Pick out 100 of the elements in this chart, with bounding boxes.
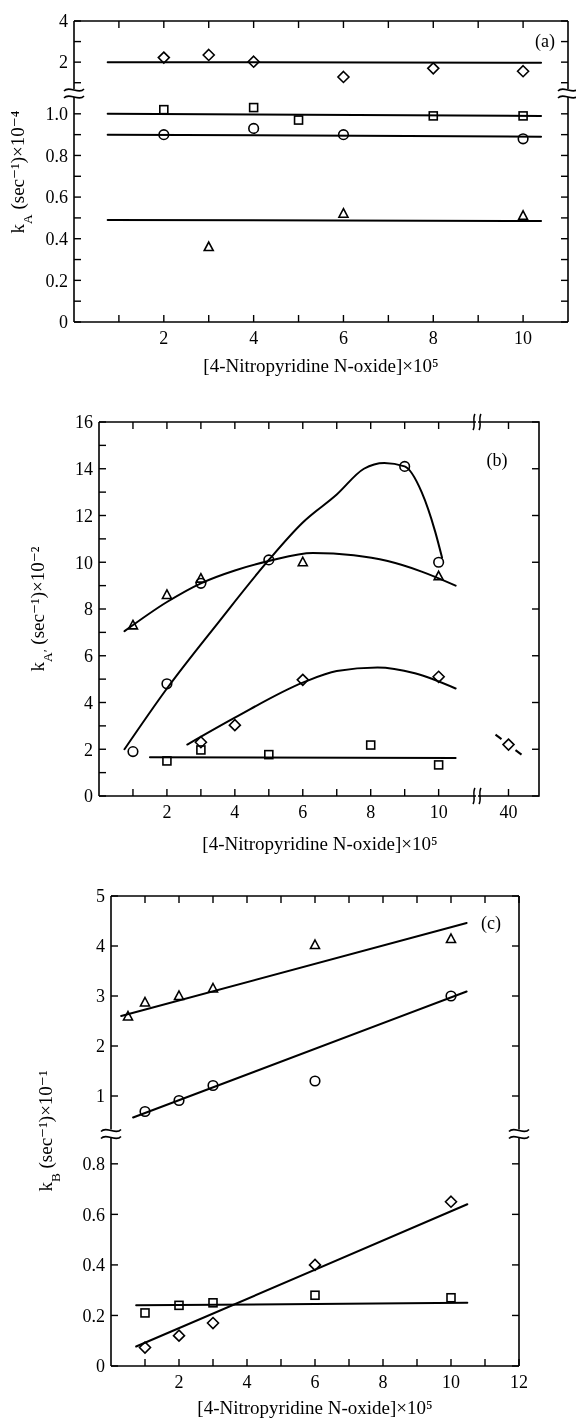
point [127,745,139,758]
point [248,102,259,113]
point [194,735,208,749]
point [399,460,411,473]
point [428,111,439,121]
x-axis-title: [4-Nitropyridine N-oxide]×10⁵ [202,833,438,854]
point [432,670,445,684]
line-series [186,666,457,746]
point [174,1300,184,1311]
y-tick-label: 0.2 [45,270,68,291]
x-tick-label: 4 [242,1372,252,1392]
point [161,589,173,600]
y-tick-label: 2 [59,52,68,73]
x-axis-title: [4-Nitropyridine N-oxide]×10⁵ [197,1397,433,1418]
y-tick-label: 1 [96,1086,105,1107]
y-tick-label: 4 [96,936,105,957]
point [173,1094,185,1107]
point [127,619,139,630]
x-tick-label: 6 [298,802,308,822]
x-tick-label: 4 [230,802,240,822]
point [172,1329,186,1342]
point [173,990,185,1001]
x-tick-label: 8 [428,328,438,348]
y-tick-label: 12 [75,505,93,526]
y-tick-label: 2 [96,1036,105,1057]
y-tick-label: 14 [75,459,93,480]
y-tick-label: 5 [96,886,105,907]
y-tick-label: 0.6 [82,1204,105,1225]
point [297,556,309,567]
y-tick-label: 8 [84,599,93,620]
x-tick-label: 10 [442,1372,460,1392]
point [309,1075,321,1087]
annotation: (c) [481,913,501,934]
point [138,1341,152,1354]
point [445,933,457,944]
point [196,745,206,755]
point [248,122,260,134]
x-tick-label: 10 [514,328,533,348]
annotation: (b) [486,450,508,471]
point [433,760,444,770]
point [517,210,529,221]
point [203,241,215,252]
y-tick-label: 0.2 [82,1305,105,1326]
point [195,572,207,583]
x-tick-label: 2 [159,328,169,348]
point [158,129,170,141]
y-tick-label: 10 [75,552,93,573]
point [157,51,171,64]
annotation: (a) [535,31,555,52]
x-tick-label: 8 [366,802,376,822]
y-tick-label: 0 [96,1356,105,1377]
y-tick-label: 4 [59,11,68,32]
y-tick-label: 3 [96,986,105,1007]
point [206,1316,220,1330]
y-tick-label: 0.8 [45,145,68,166]
point [161,678,173,690]
y-tick-label: 0.6 [45,187,68,208]
point [140,1308,150,1318]
point [139,996,151,1007]
point [207,1079,219,1092]
point [208,1298,218,1308]
point [263,554,275,566]
x-tick-label: 40 [499,802,518,822]
point [139,1105,151,1118]
y-tick-label: 0.8 [82,1154,105,1175]
x-axis-title: [4-Nitropyridine N-oxide]×10⁵ [203,355,439,376]
point [426,62,440,75]
y-tick-label: 6 [84,646,93,667]
point [516,64,530,78]
x-tick-label: 8 [378,1372,388,1392]
y-tick-label: 16 [75,412,93,433]
y-tick-label: 2 [84,739,93,760]
point [247,55,260,69]
point [338,207,349,219]
x-tick-label: 2 [174,1372,184,1392]
y-tick-label: 0 [59,312,68,333]
x-tick-label: 6 [338,328,348,348]
point [446,1292,456,1303]
y-tick-label: 0 [84,786,93,807]
point [433,556,445,568]
x-tick-label: 12 [510,1372,528,1392]
point [122,1010,134,1021]
x-tick-label: 2 [162,802,172,822]
point [308,1258,322,1272]
x-tick-label: 6 [310,1372,320,1392]
point [518,111,528,121]
point [228,718,242,732]
point [517,133,529,145]
x-tick-label: 10 [429,802,448,822]
point [207,982,219,993]
point [195,577,207,589]
point [337,70,350,84]
point [162,756,172,766]
point [445,990,457,1002]
point [433,570,444,581]
point [444,1195,458,1209]
point [310,1290,320,1301]
point [264,749,274,760]
point [309,939,321,950]
point [202,48,216,62]
